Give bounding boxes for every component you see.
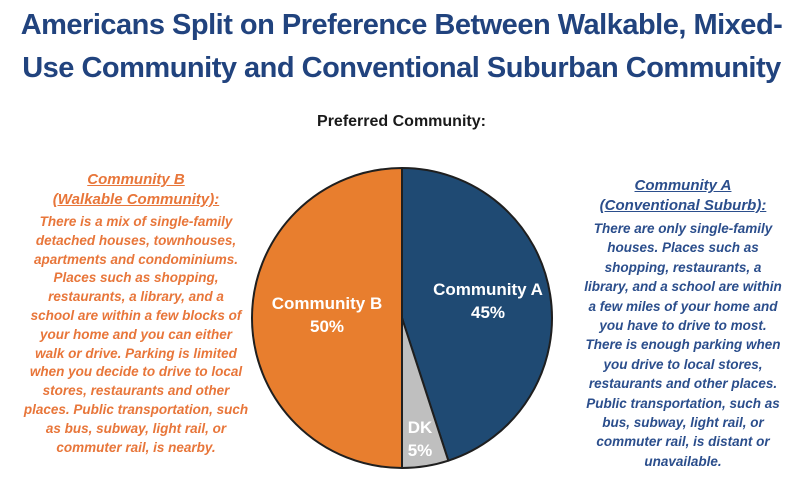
pie-label-value: 45% [470,303,506,322]
community-a-heading: Community A (Conventional Suburb): [599,177,767,214]
community-a-description-panel: Community A (Conventional Suburb): There… [568,176,798,471]
pie-chart-svg [251,167,553,469]
pie-label-name: Community A [433,280,543,299]
pie-label-value: 50% [309,317,345,336]
page-title: Americans Split on Preference Between Wa… [20,9,783,84]
chart-title: Preferred Community: [317,113,486,130]
pie-label-value: 5% [407,441,433,460]
pie-label-name: Community B [271,294,383,313]
community-b-description-panel: Community B (Walkable Community): There … [5,170,267,457]
pie-label-dk: DK 5% [408,416,433,462]
pie-label-community-b: Community B 50% [272,292,383,338]
community-b-body: There is a mix of single-family detached… [23,214,249,455]
community-b-heading: Community B (Walkable Community): [52,171,220,208]
pie-chart: Community A 45% DK 5% Community B 50% [248,164,556,472]
pie-slice-community-b [251,167,403,469]
pie-slice-community-a [401,167,553,462]
pie-label-community-a: Community A 45% [433,278,543,324]
pie-label-name: DK [407,418,433,437]
community-a-body: There are only single-family houses. Pla… [584,221,782,469]
